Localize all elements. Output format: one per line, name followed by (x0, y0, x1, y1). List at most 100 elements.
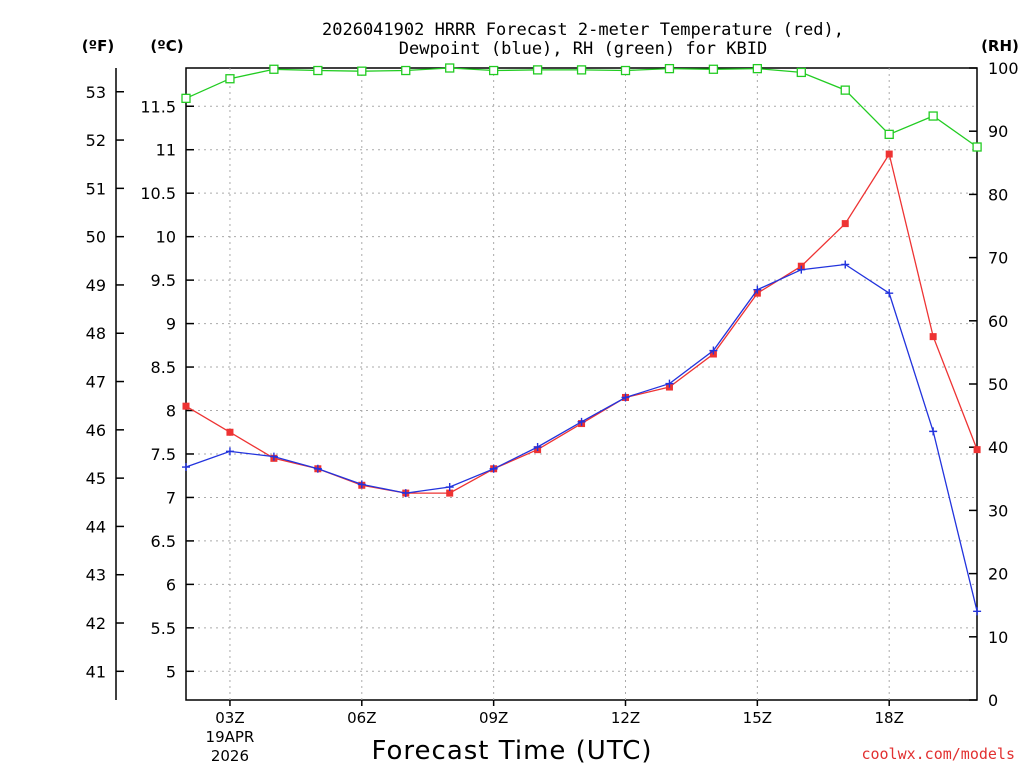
series-layer (181, 63, 982, 616)
dewpoint-point (709, 346, 718, 355)
dewpoint-point (797, 265, 806, 274)
rh-axis-label: (RH) (981, 37, 1019, 55)
dewpoint-series (182, 260, 982, 616)
rh-point (620, 65, 631, 76)
dewpoint-point (489, 464, 498, 473)
dewpoint-point (885, 289, 894, 298)
temperature-series (182, 150, 981, 497)
celsius-tick-label: 9.5 (151, 271, 176, 290)
celsius-tick-label: 10 (156, 228, 176, 247)
celsius-tick-label: 11.5 (140, 97, 176, 116)
celsius-tick-label: 8 (166, 402, 176, 421)
rh-line (185, 67, 978, 148)
celsius-tick-label: 10.5 (140, 184, 176, 203)
rh-point (313, 65, 323, 76)
temperature-point (446, 489, 454, 497)
celsius-tick-label: 9 (166, 315, 176, 334)
plot-frame (185, 67, 978, 701)
rh-point (181, 93, 191, 103)
rh-point (928, 111, 938, 121)
temperature-point (929, 333, 937, 341)
fahrenheit-tick-label: 52 (86, 131, 106, 150)
fahrenheit-tick-label: 45 (86, 469, 106, 488)
dewpoint-point (269, 452, 278, 461)
rh-point (664, 63, 675, 74)
x-tick-label: 09Z (479, 709, 508, 727)
x-tick-label: 18Z (875, 709, 904, 727)
rh-point (752, 63, 762, 74)
fahrenheit-tick-label: 49 (86, 276, 106, 295)
rh-tick-label: 100 (988, 59, 1019, 78)
x-tick-year: 2026 (211, 747, 249, 765)
fahrenheit-tick-label: 47 (86, 373, 106, 392)
dewpoint-point (357, 480, 366, 489)
rh-tick-label: 60 (988, 312, 1008, 331)
celsius-tick-label: 6 (166, 575, 176, 594)
celsius-tick-label: 7 (166, 488, 176, 507)
dewpoint-point (313, 464, 322, 473)
temperature-point (182, 402, 190, 410)
rh-point (225, 74, 235, 84)
temperature-point (885, 150, 893, 158)
rh-tick-label: 20 (988, 565, 1008, 584)
rh-point (796, 67, 806, 78)
fahrenheit-tick-label: 41 (86, 662, 106, 681)
rh-series (181, 63, 982, 152)
fahrenheit-tick-label: 42 (86, 614, 106, 633)
dewpoint-point (621, 393, 630, 402)
rh-point (840, 85, 850, 95)
rh-point (488, 65, 499, 76)
celsius-tick-label: 11 (156, 141, 176, 160)
fahrenheit-tick-label: 43 (86, 566, 106, 585)
credit-text: coolwx.com/models (861, 745, 1015, 763)
rh-tick-label: 70 (988, 249, 1008, 268)
fahrenheit-tick-label: 50 (86, 228, 106, 247)
rh-point (445, 63, 455, 73)
rh-tick-label: 40 (988, 438, 1008, 457)
rh-point (401, 65, 411, 76)
temperature-point (973, 446, 981, 454)
fahrenheit-tick-label: 48 (86, 324, 106, 343)
celsius-tick-label: 5.5 (151, 619, 176, 638)
dewpoint-point (225, 447, 234, 456)
tick-layer: 5 5.5 6 6.5 7 7.5 8 8.5 9 9.5 10 10.5 11 11.5 41 42 43 44… (86, 59, 1019, 765)
dewpoint-point (401, 489, 410, 498)
temperature-point (841, 220, 849, 228)
x-axis-label: Forecast Time (UTC) (371, 736, 652, 766)
dewpoint-point (973, 607, 982, 616)
chart-title-line1: 2026041902 HRRR Forecast 2-meter Tempera… (322, 20, 844, 40)
rh-point (708, 64, 719, 74)
rh-tick-label: 30 (988, 501, 1008, 520)
temperature-point (226, 428, 234, 436)
rh-tick-label: 10 (988, 628, 1008, 647)
x-tick-label: 06Z (347, 709, 376, 727)
x-tick-label: 12Z (611, 709, 640, 727)
fahrenheit-tick-label: 53 (86, 83, 106, 102)
dewpoint-point (753, 285, 762, 294)
rh-point (357, 66, 367, 76)
dewpoint-point (182, 463, 190, 472)
celsius-axis-label: (ºC) (150, 37, 183, 55)
grid-layer (186, 68, 977, 700)
dewpoint-line (185, 263, 978, 612)
celsius-tick-label: 5 (166, 662, 176, 681)
dewpoint-point (577, 417, 586, 426)
x-tick-label: 03Z (215, 709, 244, 727)
fahrenheit-tick-label: 44 (86, 517, 106, 536)
dewpoint-point (841, 260, 850, 269)
rh-point (532, 65, 543, 75)
fahrenheit-tick-label: 51 (86, 179, 106, 198)
fahrenheit-tick-label: 46 (86, 421, 106, 440)
rh-point (972, 142, 982, 152)
rh-point (269, 64, 279, 74)
celsius-tick-label: 7.5 (151, 445, 176, 464)
dewpoint-point (533, 443, 542, 452)
rh-tick-label: 80 (988, 185, 1008, 204)
rh-tick-label: 0 (988, 691, 998, 710)
x-tick-date: 19APR (206, 728, 255, 746)
rh-point (576, 65, 587, 75)
rh-tick-label: 90 (988, 122, 1008, 141)
dewpoint-point (929, 427, 938, 436)
rh-tick-label: 50 (988, 375, 1008, 394)
